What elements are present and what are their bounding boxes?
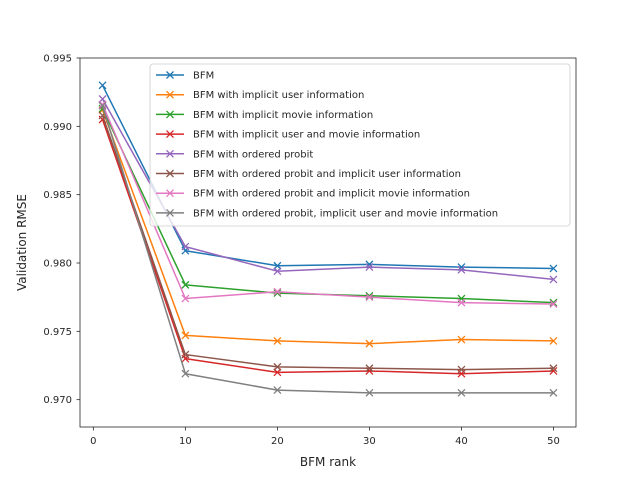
data-point (181, 280, 190, 289)
legend-label: BFM with implicit user information (193, 90, 364, 101)
legend-item: BFM with ordered probit (156, 149, 313, 160)
data-point (98, 81, 107, 90)
series-6 (98, 111, 558, 374)
data-point (365, 388, 374, 397)
legend-item: BFM with ordered probit and implicit use… (156, 169, 461, 180)
x-axis-label: BFM rank (300, 455, 356, 469)
data-point (457, 388, 466, 397)
y-tick-label: 0.980 (43, 259, 72, 270)
y-tick-label: 0.975 (43, 327, 72, 338)
data-point (98, 100, 107, 109)
data-point (457, 365, 466, 374)
series-7 (98, 100, 558, 308)
data-point (549, 364, 558, 373)
series-line (101, 115, 554, 371)
y-tick-label: 0.970 (43, 395, 72, 406)
data-point (181, 369, 190, 378)
legend-marker (166, 110, 174, 119)
legend-item: BFM with implicit user information (156, 90, 364, 101)
y-tick-label: 0.985 (43, 190, 72, 201)
legend-label: BFM with ordered probit and implicit use… (193, 169, 461, 180)
legend-marker (166, 90, 174, 99)
data-point (273, 289, 282, 298)
x-tick-label: 10 (179, 436, 192, 447)
legend-marker (166, 149, 174, 158)
data-point (549, 388, 558, 397)
x-tick-label: 50 (547, 436, 560, 447)
data-point (457, 265, 466, 274)
legend-marker (166, 130, 174, 139)
y-axis: 0.970 0.975 0.980 0.985 0.990 0.995 (43, 54, 80, 406)
y-tick-label: 0.995 (43, 54, 72, 65)
legend-item: BFM with implicit user and movie informa… (156, 130, 420, 141)
legend-item: BFM with ordered probit, implicit user a… (156, 208, 498, 219)
y-axis-label: Validation RMSE (15, 194, 29, 291)
data-point (181, 331, 190, 340)
data-point (457, 298, 466, 307)
legend-item: BFM (156, 71, 214, 82)
x-tick-label: 40 (455, 436, 468, 447)
data-point (549, 275, 558, 284)
data-point (181, 242, 190, 251)
data-point (181, 350, 190, 359)
data-point (457, 335, 466, 344)
data-point (98, 101, 107, 110)
legend-label: BFM with implicit movie information (193, 110, 373, 121)
x-tick-label: 30 (363, 436, 376, 447)
x-tick-label: 20 (271, 436, 284, 447)
data-point (549, 300, 558, 308)
data-point (365, 293, 374, 302)
data-point (365, 263, 374, 272)
y-tick-label: 0.990 (43, 122, 72, 133)
legend-label: BFM with ordered probit (193, 149, 313, 160)
data-point (273, 386, 282, 395)
series-2 (98, 105, 558, 348)
legend-label: BFM with implicit user and movie informa… (193, 130, 420, 141)
series-line (101, 109, 554, 345)
data-point (273, 362, 282, 371)
series-8 (98, 101, 558, 397)
data-point (273, 287, 282, 296)
series-line (101, 104, 554, 305)
legend-item: BFM with implicit movie information (156, 110, 373, 121)
legend-label: BFM with ordered probit and implicit mov… (193, 189, 470, 200)
legend-box (149, 63, 571, 227)
series-line (101, 105, 554, 394)
x-tick-label: 0 (90, 436, 96, 447)
data-point (365, 291, 374, 300)
data-point (549, 298, 558, 307)
legend-marker (166, 169, 174, 178)
series-line (101, 119, 554, 375)
data-point (549, 336, 558, 345)
data-point (365, 339, 374, 348)
legend-label: BFM with ordered probit, implicit user a… (193, 208, 498, 219)
data-point (549, 264, 558, 273)
legend-item: BFM with ordered probit and implicit mov… (156, 189, 470, 200)
data-point (181, 294, 190, 303)
x-axis: 0 10 20 30 40 50 (90, 427, 560, 447)
legend-marker (166, 189, 174, 198)
legend-marker (166, 71, 174, 79)
data-point (273, 267, 282, 276)
legend-label: BFM (193, 71, 214, 82)
data-point (365, 364, 374, 373)
legend: BFM BFM with implicit user information BFM… (149, 63, 571, 227)
legend-marker (166, 208, 174, 217)
data-point (273, 336, 282, 345)
